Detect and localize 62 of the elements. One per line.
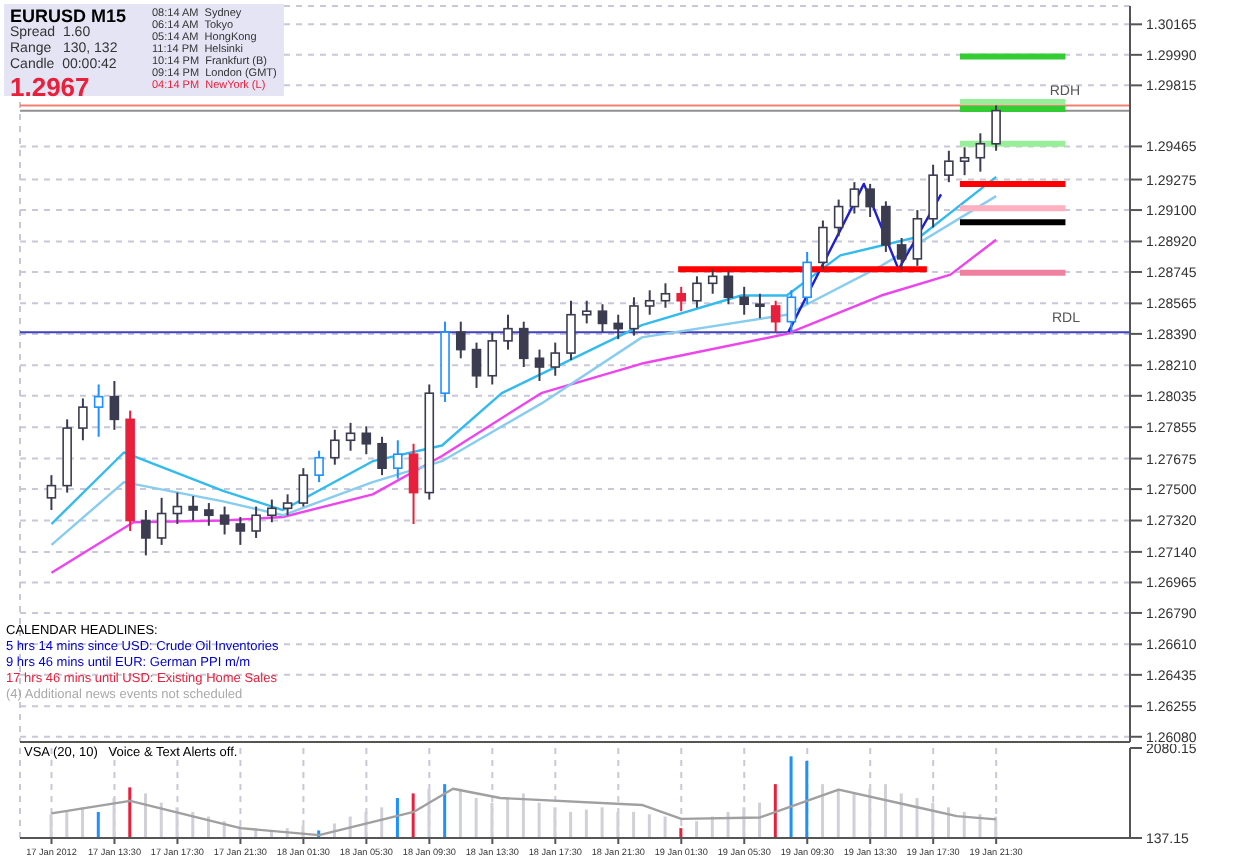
line-series [787,182,943,334]
candlestick [644,289,655,316]
candlestick [707,268,718,295]
candlestick [881,200,891,253]
candlestick [802,250,812,306]
candlestick [156,496,167,546]
candlestick [345,421,356,452]
candlestick [408,442,419,525]
candlestick [928,163,938,229]
candlestick [487,331,498,386]
candlestick [46,474,57,512]
candlestick [818,219,828,271]
candlestick [330,428,340,466]
candlestick [361,425,372,456]
candlestick [78,397,88,442]
candlestick [849,181,860,215]
candlestick [141,509,151,557]
candlestick [219,505,230,536]
candlestick [676,285,686,313]
candlestick [251,505,261,539]
candlestick [550,341,561,377]
candlestick [896,236,907,271]
candlestick [833,198,844,238]
candlestick [471,341,482,389]
candlestick [739,285,749,316]
candlestick [723,270,734,306]
chart-title: EURUSD M15 [10,6,129,26]
candlestick [912,209,923,267]
candlestick [944,149,954,184]
candlestick [770,299,781,334]
candlestick [975,132,986,173]
candlestick [959,146,970,177]
candlestick [660,282,671,309]
candlestick [518,320,529,369]
candlestick [566,299,576,362]
candlestick [503,313,513,351]
candlestick [93,383,104,438]
candlestick [109,379,120,431]
candlestick [188,495,198,522]
candlestick [991,104,1001,152]
candlestick [865,182,875,219]
candlestick [298,467,309,508]
candlestick [455,320,466,360]
candlestick [534,348,545,382]
candlestick [314,449,324,484]
candlestick [597,303,608,334]
candlestick [755,292,765,320]
candlestick [692,275,702,309]
line-series [50,238,998,575]
candlestick [204,502,214,527]
candlestick [172,491,183,525]
candlestick [581,299,592,325]
candlestick [392,439,403,480]
candlestick [377,435,387,477]
candlestick [267,498,277,524]
candlestick [613,313,624,341]
candlestick [235,516,246,546]
candlestick [629,296,639,337]
candlestick [786,289,797,334]
annotation: 1.2967 [10,72,92,102]
candlestick [282,493,293,517]
line-series [50,787,998,837]
